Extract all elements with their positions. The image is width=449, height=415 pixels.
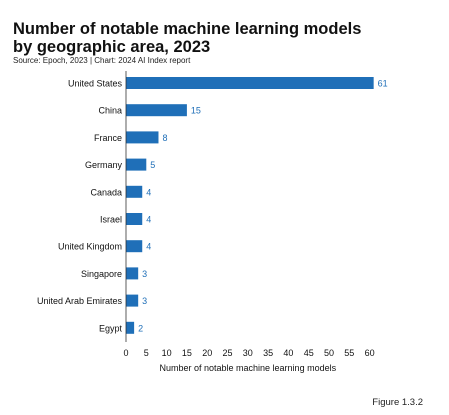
- category-label: United Kingdom: [58, 242, 122, 252]
- bar: [126, 294, 139, 307]
- x-tick-label: 25: [222, 348, 232, 358]
- bar: [126, 131, 159, 144]
- category-label: Singapore: [81, 269, 122, 279]
- x-tick-label: 50: [324, 348, 334, 358]
- category-label: Germany: [85, 160, 123, 170]
- x-tick-label: 20: [202, 348, 212, 358]
- bar: [126, 240, 143, 253]
- x-axis-title: Number of notable machine learning model…: [159, 363, 336, 373]
- bar: [126, 267, 139, 280]
- data-label: 61: [378, 79, 388, 89]
- x-tick-label: 0: [123, 348, 128, 358]
- data-label: 2: [138, 323, 143, 333]
- data-label: 3: [142, 269, 147, 279]
- data-label: 4: [146, 242, 151, 252]
- bar: [126, 77, 374, 89]
- data-label: 3: [142, 296, 147, 306]
- data-label: 15: [191, 106, 201, 116]
- category-label: Canada: [90, 187, 122, 197]
- bar: [126, 321, 135, 334]
- category-label: United States: [68, 79, 123, 89]
- data-label: 8: [162, 133, 167, 143]
- x-tick-label: 10: [162, 348, 172, 358]
- bar: [126, 158, 147, 171]
- bar: [126, 213, 143, 225]
- category-label: Israel: [100, 215, 122, 225]
- x-tick-label: 35: [263, 348, 273, 358]
- data-label: 5: [150, 160, 155, 170]
- x-tick-label: 45: [304, 348, 314, 358]
- category-label: Egypt: [99, 323, 123, 333]
- chart-source: Source: Epoch, 2023 | Chart: 2024 AI Ind…: [13, 56, 191, 65]
- bar: [126, 104, 187, 117]
- category-label: China: [98, 106, 122, 116]
- bar-chart: United States 61 China 15 France 8 Germany 5 Can…: [37, 71, 388, 373]
- x-tick-label: 60: [365, 348, 375, 358]
- figure-label: Figure 1.3.2: [372, 397, 423, 408]
- x-tick-label: 30: [243, 348, 253, 358]
- x-tick-label: 40: [283, 348, 293, 358]
- bar: [126, 185, 143, 198]
- category-label: France: [94, 133, 122, 143]
- data-label: 4: [146, 215, 151, 225]
- x-tick-label: 5: [144, 348, 149, 358]
- data-label: 4: [146, 187, 151, 197]
- x-tick-label: 15: [182, 348, 192, 358]
- chart-title: Number of notable machine learning model…: [13, 20, 362, 56]
- x-tick-label: 55: [344, 348, 354, 358]
- category-label: United Arab Emirates: [37, 296, 123, 306]
